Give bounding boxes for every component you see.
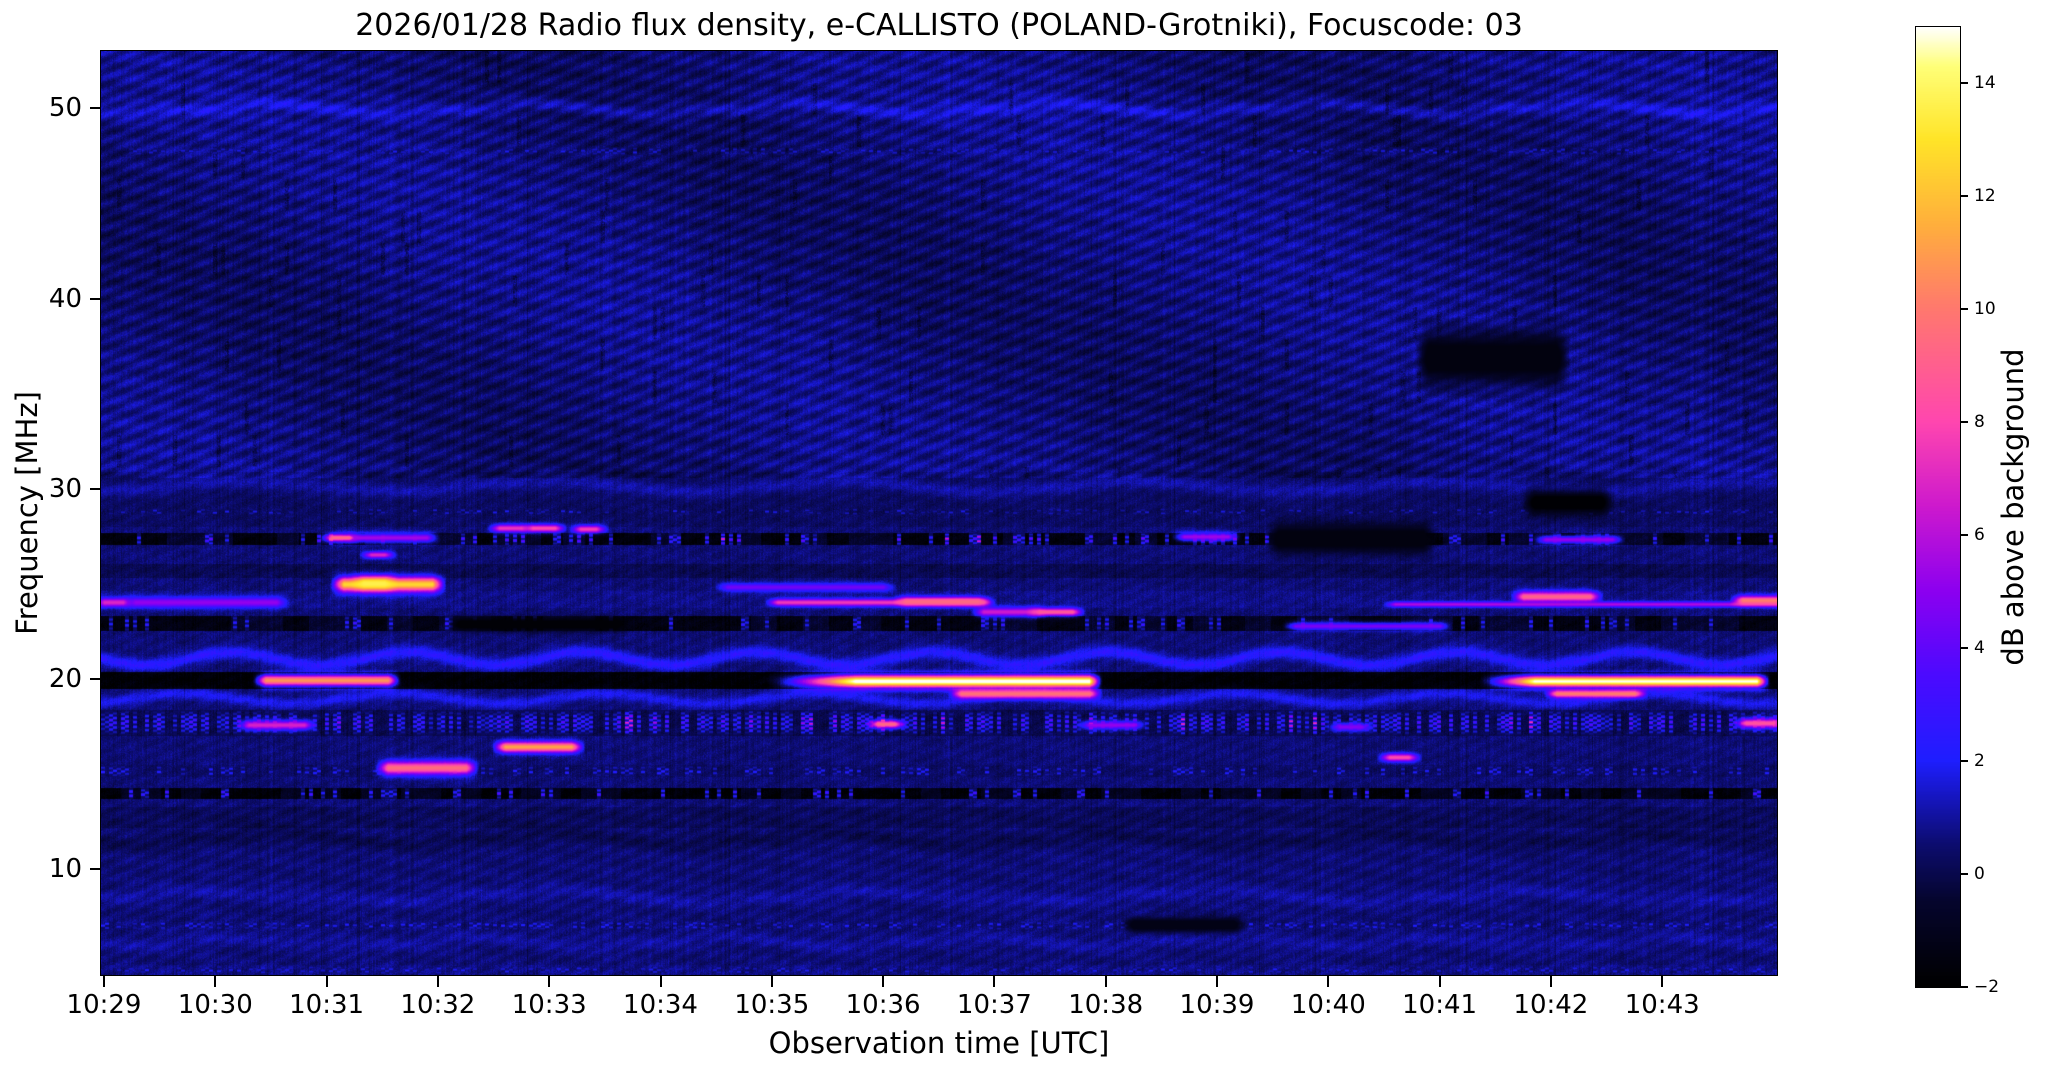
x-tick-label: 10:31	[289, 990, 365, 1020]
x-tick-mark	[1327, 975, 1330, 987]
colorbar-tick-mark	[1960, 82, 1968, 85]
x-axis-label: Observation time [UTC]	[768, 1026, 1110, 1060]
x-tick-mark	[1216, 975, 1218, 987]
colorbar-tick-mark	[1960, 195, 1968, 198]
colorbar-tick-mark	[1960, 986, 1968, 988]
y-tick-mark	[90, 678, 101, 681]
y-tick-label: 20	[48, 664, 82, 695]
plot-area	[99, 49, 1778, 976]
colorbar-tick-label: 10	[1974, 299, 1996, 320]
x-tick-mark	[1104, 975, 1107, 987]
y-tick-label: 40	[48, 283, 82, 314]
y-tick-label: 10	[48, 854, 82, 885]
colorbar-tick-mark	[1960, 421, 1968, 424]
x-tick-label: 10:30	[177, 990, 253, 1020]
y-tick-mark	[90, 487, 101, 490]
x-tick-mark	[103, 975, 105, 987]
y-axis-label: Frequency [MHz]	[10, 391, 44, 635]
colorbar-tick-mark	[1960, 760, 1968, 763]
spectrogram-image	[100, 50, 1777, 975]
x-tick-mark	[214, 975, 217, 987]
colorbar-tick-label: 4	[1974, 638, 1985, 659]
y-tick-label: 50	[48, 93, 82, 124]
colorbar-gradient	[1915, 26, 1960, 987]
x-tick-mark	[1438, 975, 1441, 987]
colorbar-tick-label: −2	[1974, 977, 2000, 997]
x-tick-mark	[548, 975, 551, 987]
colorbar-tick-mark	[1960, 873, 1968, 876]
colorbar-tick-label: 12	[1974, 186, 1996, 207]
x-tick-mark	[436, 975, 439, 987]
colorbar-tick-mark	[1960, 534, 1968, 537]
x-tick-label: 10:39	[1179, 990, 1255, 1020]
colorbar-label: dB above background	[1996, 348, 2030, 666]
colorbar-tick-label: 2	[1974, 751, 1985, 772]
x-tick-mark	[659, 975, 662, 987]
x-tick-mark	[325, 975, 328, 987]
x-tick-label: 10:34	[623, 990, 698, 1020]
x-tick-label: 10:33	[511, 990, 587, 1020]
x-tick-label: 10:35	[734, 990, 810, 1020]
x-tick-mark	[770, 975, 773, 987]
y-tick-mark	[90, 107, 101, 110]
x-tick-mark	[882, 975, 885, 987]
x-tick-label: 10:32	[400, 990, 476, 1020]
x-tick-label: 10:29	[66, 990, 142, 1020]
y-tick-label: 30	[48, 473, 82, 504]
x-tick-label: 10:42	[1513, 990, 1589, 1020]
x-tick-label: 10:43	[1624, 990, 1700, 1020]
colorbar-tick-label: 8	[1974, 412, 1985, 433]
y-tick-mark	[90, 297, 101, 300]
colorbar-tick-label: 0	[1974, 864, 1985, 885]
chart-title: 2026/01/28 Radio flux density, e-CALLIST…	[355, 8, 1523, 43]
colorbar-tick-mark	[1960, 308, 1968, 311]
x-tick-label: 10:40	[1290, 990, 1366, 1020]
x-tick-label: 10:37	[956, 990, 1032, 1020]
colorbar	[1914, 25, 1961, 988]
x-tick-label: 10:36	[845, 990, 921, 1020]
colorbar-tick-label: 6	[1974, 525, 1985, 546]
colorbar-tick-label: 14	[1974, 73, 1996, 94]
y-tick-mark	[90, 868, 101, 871]
colorbar-tick-mark	[1960, 647, 1968, 650]
x-tick-mark	[993, 975, 996, 987]
x-tick-mark	[1661, 975, 1664, 987]
x-tick-mark	[1549, 975, 1552, 987]
x-tick-label: 10:38	[1068, 990, 1144, 1020]
x-tick-label: 10:41	[1402, 990, 1478, 1020]
